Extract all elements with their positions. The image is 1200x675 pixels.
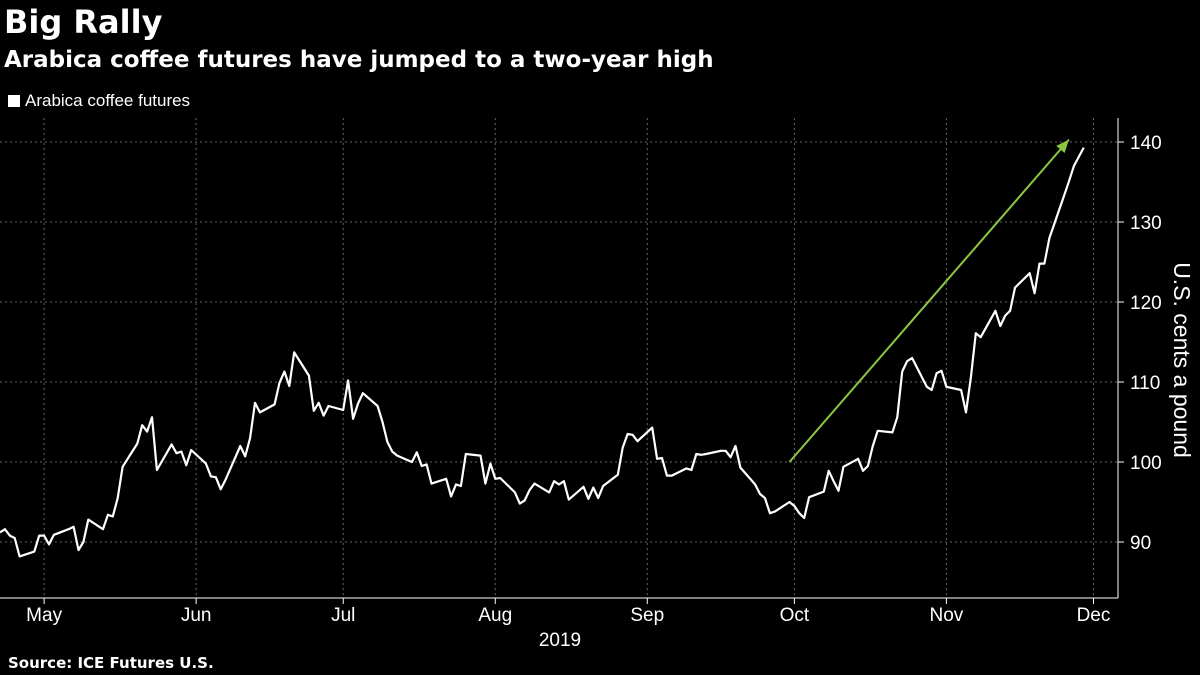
x-axis: May Jun Jul Aug Sep Oct Nov Dec: [0, 597, 1118, 626]
series-line: [0, 147, 1085, 558]
legend: Arabica coffee futures: [8, 90, 190, 112]
legend-swatch: [8, 95, 20, 107]
trend-arrow-head: [1056, 139, 1069, 154]
y-tick-label: 130: [1130, 213, 1162, 234]
chart-subtitle: Arabica coffee futures have jumped to a …: [4, 47, 714, 73]
x-tick-label: Sep: [630, 605, 664, 626]
x-tick-label: Aug: [478, 605, 512, 626]
y-tick-label: 120: [1130, 293, 1162, 314]
legend-label: Arabica coffee futures: [25, 91, 191, 110]
x-tick-label: Jul: [331, 605, 355, 626]
source-note: Source: ICE Futures U.S.: [8, 654, 214, 672]
y-tick-label: 90: [1130, 533, 1151, 554]
y-axis: 90 100 110 120 130 140: [1117, 118, 1162, 598]
y-tick-label: 100: [1130, 453, 1162, 474]
x-tick-label: Dec: [1077, 605, 1111, 626]
x-axis-year-label: 2019: [539, 630, 581, 651]
x-tick-label: Jun: [181, 605, 212, 626]
x-tick-label: May: [26, 605, 62, 626]
x-tick-label: Nov: [929, 605, 963, 626]
y-tick-label: 110: [1130, 373, 1160, 394]
trend-arrow-shaft: [788, 138, 1070, 463]
gridlines: [0, 118, 1118, 598]
annotations: [788, 138, 1070, 463]
y-tick-label: 140: [1130, 133, 1162, 154]
y-axis-label: U.S. cents a pound: [1169, 262, 1195, 458]
chart-title: Big Rally: [4, 3, 163, 41]
series: [0, 147, 1085, 558]
x-tick-label: Oct: [780, 605, 810, 626]
